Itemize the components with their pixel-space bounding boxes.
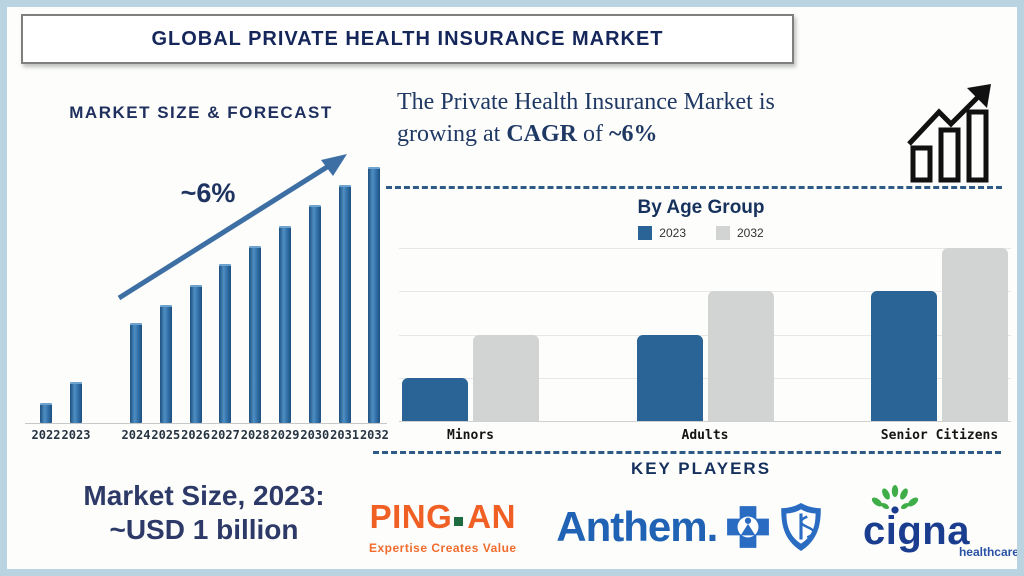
forecast-bar-chart: 2022 2023 2024 2025 2026 2027 2028 2029 2030 2031… (25, 130, 391, 442)
legend-item-2032: 2032 (716, 226, 764, 240)
cagr-note-percent: ~6% (608, 120, 658, 147)
forecast-bar-2022 (40, 402, 52, 423)
forecast-year-label: 2023 (61, 428, 91, 442)
market-size-note: Market Size, 2023: ~USD 1 billion (31, 479, 377, 546)
blue-shield-icon (781, 502, 822, 551)
forecast-year-label: 2028 (240, 428, 270, 442)
forecast-year-label: 2027 (210, 428, 240, 442)
market-size-line2: ~USD 1 billion (109, 513, 299, 545)
forecast-year-label: 2025 (151, 428, 181, 442)
trend-arrow-icon (117, 154, 347, 301)
ping-an-tagline: Expertise Creates Value (369, 541, 517, 555)
ping-an-logo: PING AN Expertise Creates Value (369, 498, 517, 555)
forecast-year-label: 2031 (330, 428, 360, 442)
ping-an-wordmark: PING AN (369, 498, 517, 536)
cagr-annotation: ~6% (180, 178, 236, 208)
legend-label: 2023 (659, 226, 686, 240)
infographic-canvas: GLOBAL PRIVATE HEALTH INSURANCE MARKET M… (7, 7, 1017, 569)
forecast-bar-2026 (189, 284, 202, 423)
forecast-bar-2025 (159, 305, 172, 423)
legend-item-2023: 2023 (638, 226, 686, 240)
legend-swatch-icon (638, 226, 653, 240)
forecast-bar-2032 (368, 167, 381, 423)
forecast-x-axis-line (25, 423, 387, 424)
gridline (399, 334, 1011, 336)
forecast-year-label: 2024 (121, 428, 151, 442)
cagr-note-line2-prefix: growing at (397, 120, 507, 147)
legend-swatch-icon (716, 226, 730, 240)
age-chart-title: By Age Group (637, 197, 765, 218)
age-bar-2023 (871, 291, 937, 421)
forecast-year-label: 2032 (359, 428, 389, 442)
forecast-year-label: 2022 (31, 428, 61, 442)
page-title-box: GLOBAL PRIVATE HEALTH INSURANCE MARKET (21, 14, 794, 64)
anthem-wordmark: Anthem. (556, 502, 718, 550)
age-category-label: Adults (681, 428, 729, 443)
forecast-year-label: 2026 (181, 428, 211, 442)
ping-an-word2: AN (467, 498, 516, 535)
gridline (399, 377, 1011, 379)
legend-label: 2032 (737, 226, 764, 240)
forecast-bar-2023 (70, 382, 82, 423)
cagr-note-line1: The Private Health Insurance Market is (397, 89, 775, 115)
age-bar-2023 (402, 377, 468, 421)
forecast-bar-2029 (279, 225, 291, 423)
growth-chart-icon (907, 84, 991, 183)
key-players-heading: KEY PLAYERS (630, 459, 772, 478)
forecast-year-label: 2029 (270, 428, 300, 442)
forecast-bar-2031 (338, 184, 351, 423)
age-chart-bars (399, 248, 1011, 421)
anthem-logo: Anthem. (556, 502, 823, 552)
age-bar-2023 (636, 334, 703, 421)
gridline (399, 248, 1011, 249)
forecast-chart-title: MARKET SIZE & FORECAST (69, 103, 333, 122)
age-chart-category-labels: Minors Adults Senior Citizens (399, 428, 1011, 443)
cigna-logo: cigna healthcare (862, 484, 1019, 569)
key-players-logos: PING AN Expertise Creates Value Anthem. (369, 484, 1019, 569)
age-bar-group-adults (636, 291, 774, 421)
age-bar-group-senior-citizens (871, 248, 1008, 421)
dashed-divider-bottom (373, 451, 1001, 454)
forecast-year-label: 2030 (300, 428, 330, 442)
age-bar-group-minors (402, 334, 539, 421)
age-category-label: Minors (447, 428, 494, 443)
age-bar-2032 (942, 248, 1008, 421)
cagr-note-of: of (576, 120, 609, 147)
forecast-bars-area: 2022 2023 2024 2025 2026 2027 2028 2029 2030 2031… (25, 130, 391, 442)
forecast-bar-2024 (130, 323, 142, 423)
dashed-divider-top (386, 186, 1002, 189)
age-bar-2032 (473, 334, 539, 421)
market-size-line1: Market Size, 2023: (83, 480, 325, 511)
gridline (399, 291, 1011, 293)
ping-an-word1: PING (369, 498, 453, 535)
blue-cross-icon (727, 505, 770, 548)
cigna-healthcare-label: healthcare (958, 544, 1019, 559)
age-chart-legend: 2023 2032 (501, 226, 901, 240)
forecast-bar-2028 (249, 246, 262, 423)
cigna-tree-of-life-icon (871, 484, 919, 514)
age-category-label: Senior Citizens (880, 428, 999, 443)
cagr-note-cagr: CAGR (506, 120, 577, 147)
age-bar-2032 (707, 291, 774, 421)
ping-an-green-square-icon (454, 517, 464, 526)
age-group-bar-chart (399, 248, 1011, 422)
cigna-wordmark: cigna (862, 508, 970, 553)
forecast-bar-2027 (219, 264, 232, 423)
page-title: GLOBAL PRIVATE HEALTH INSURANCE MARKET (151, 27, 664, 50)
cagr-note-text: The Private Health Insurance Market is g… (397, 87, 897, 150)
forecast-bar-2030 (308, 205, 321, 423)
